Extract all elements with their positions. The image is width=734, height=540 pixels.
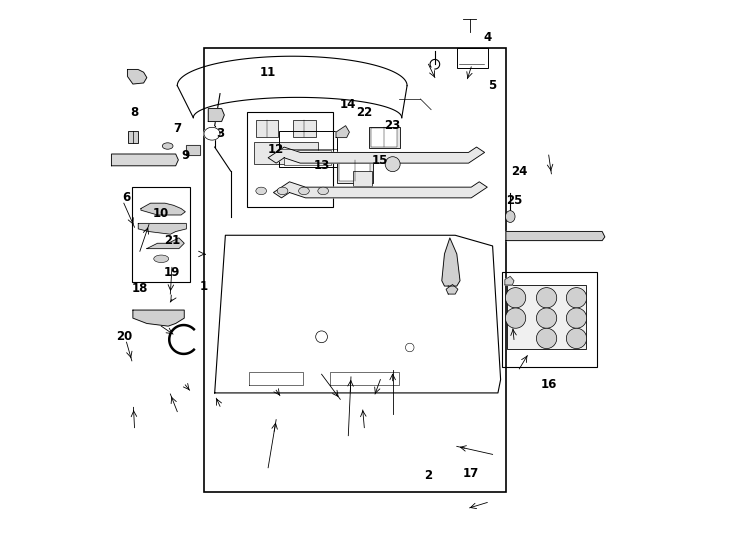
- Bar: [128, 131, 138, 143]
- Polygon shape: [442, 238, 460, 286]
- Polygon shape: [128, 70, 147, 84]
- Polygon shape: [186, 145, 200, 154]
- Ellipse shape: [299, 187, 309, 194]
- Text: 6: 6: [123, 191, 131, 204]
- Bar: [204, 48, 506, 492]
- Text: 22: 22: [356, 106, 372, 119]
- Circle shape: [506, 308, 526, 328]
- Text: 12: 12: [268, 143, 284, 156]
- Text: 13: 13: [313, 159, 330, 172]
- Text: 11: 11: [260, 66, 276, 79]
- Circle shape: [506, 288, 526, 308]
- Polygon shape: [138, 224, 186, 234]
- Polygon shape: [214, 235, 501, 393]
- Polygon shape: [274, 182, 487, 198]
- Text: 14: 14: [340, 98, 357, 111]
- Bar: [352, 171, 372, 186]
- Circle shape: [537, 308, 556, 328]
- Text: 24: 24: [511, 165, 528, 178]
- Polygon shape: [208, 109, 225, 122]
- Text: 23: 23: [385, 119, 401, 132]
- Ellipse shape: [256, 187, 266, 194]
- Ellipse shape: [153, 255, 169, 262]
- Polygon shape: [446, 285, 458, 294]
- Bar: [507, 286, 586, 348]
- Text: 25: 25: [506, 194, 522, 207]
- Bar: [336, 160, 373, 183]
- Bar: [457, 48, 488, 68]
- Polygon shape: [204, 127, 220, 140]
- Circle shape: [567, 308, 586, 328]
- Text: 2: 2: [424, 469, 432, 482]
- Text: 3: 3: [216, 127, 224, 140]
- Bar: [283, 150, 330, 165]
- Bar: [281, 270, 362, 323]
- Polygon shape: [268, 147, 484, 163]
- Ellipse shape: [506, 211, 515, 222]
- Polygon shape: [147, 238, 184, 248]
- Ellipse shape: [318, 187, 329, 194]
- Text: 16: 16: [540, 379, 557, 392]
- Text: 9: 9: [181, 148, 189, 161]
- Circle shape: [537, 288, 556, 308]
- Text: 1: 1: [200, 280, 208, 293]
- Bar: [132, 187, 189, 282]
- Polygon shape: [330, 372, 399, 385]
- Text: 4: 4: [483, 31, 491, 44]
- Text: 10: 10: [153, 207, 170, 220]
- Text: 18: 18: [131, 282, 148, 295]
- Bar: [339, 163, 370, 181]
- Bar: [254, 141, 318, 164]
- Circle shape: [405, 343, 414, 352]
- Text: 17: 17: [463, 467, 479, 480]
- Bar: [294, 120, 316, 138]
- Polygon shape: [112, 154, 178, 166]
- Circle shape: [567, 288, 586, 308]
- Bar: [378, 302, 437, 342]
- Text: 8: 8: [131, 106, 139, 119]
- Circle shape: [537, 328, 556, 348]
- Circle shape: [385, 157, 400, 172]
- Text: 7: 7: [173, 122, 181, 135]
- Circle shape: [316, 331, 327, 343]
- Polygon shape: [506, 232, 605, 241]
- Text: 20: 20: [116, 330, 132, 343]
- Polygon shape: [250, 372, 303, 385]
- Bar: [501, 272, 597, 367]
- Bar: [371, 129, 398, 146]
- Polygon shape: [505, 276, 514, 285]
- Circle shape: [567, 328, 586, 348]
- Ellipse shape: [277, 187, 288, 194]
- Text: 19: 19: [164, 266, 180, 279]
- Bar: [368, 127, 399, 148]
- Polygon shape: [133, 310, 184, 326]
- Bar: [256, 120, 278, 138]
- Text: 15: 15: [372, 154, 388, 167]
- Ellipse shape: [162, 143, 173, 149]
- Text: 21: 21: [164, 234, 180, 247]
- Bar: [128, 156, 161, 164]
- Bar: [247, 112, 333, 207]
- Polygon shape: [141, 203, 185, 215]
- Bar: [279, 131, 336, 167]
- Polygon shape: [336, 126, 349, 138]
- Text: 5: 5: [488, 79, 497, 92]
